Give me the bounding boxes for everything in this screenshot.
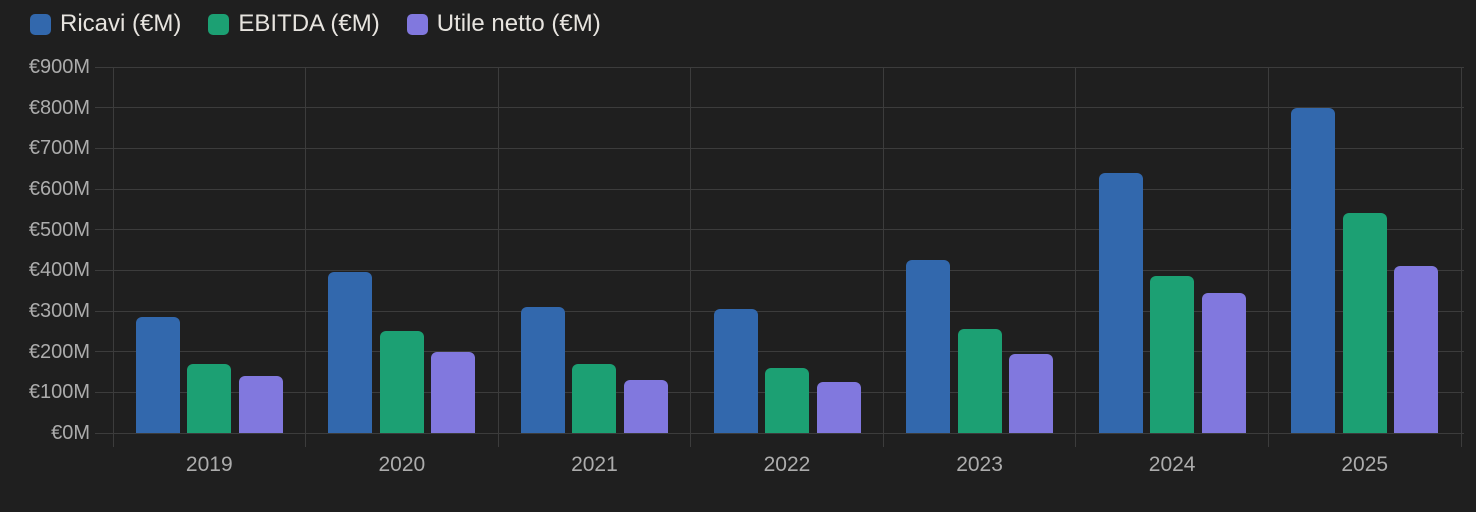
gridline-y-700 (95, 147, 1464, 149)
bar-utile-netto-2024 (1201, 292, 1246, 433)
bar-utile-netto-2021 (623, 380, 668, 433)
legend-swatch-ricavi-icon (30, 13, 51, 35)
y-axis-tick-label: €200M (28, 340, 90, 363)
bar-utile-netto-2022 (816, 382, 861, 433)
x-axis-label-2024: 2024 (1148, 453, 1196, 476)
y-axis-tick-label: €500M (28, 218, 90, 241)
gridline-x (690, 67, 692, 447)
y-axis-tick-label: €900M (28, 56, 90, 78)
gridline-x (497, 67, 499, 447)
x-axis-label-2022: 2022 (763, 453, 811, 476)
gridline-x (882, 67, 884, 447)
x-axis-label-2019: 2019 (185, 453, 233, 476)
y-axis-tick-label: €0M (51, 422, 90, 444)
legend-item-ebitda[interactable]: EBITDA (€M) (208, 10, 380, 38)
legend-swatch-utile-netto-icon (406, 13, 428, 35)
bar-ricavi-2020 (328, 272, 373, 433)
legend-label: Utile netto (€M) (436, 10, 601, 37)
bar-ebitda-2023 (957, 329, 1002, 433)
legend: Ricavi (€M) EBITDA (€M) Utile netto (€M) (30, 10, 601, 38)
legend-item-utile-netto[interactable]: Utile netto (€M) (406, 10, 601, 38)
x-axis-label-2021: 2021 (571, 453, 618, 476)
bar-ricavi-2019 (135, 317, 180, 433)
bar-ricavi-2024 (1098, 172, 1143, 433)
gridline-y-400 (95, 269, 1464, 271)
gridline-y-500 (95, 229, 1464, 231)
bar-ricavi-2025 (1291, 107, 1336, 433)
legend-item-ricavi[interactable]: Ricavi (€M) (30, 10, 181, 38)
bar-ebitda-2021 (572, 363, 617, 433)
x-axis-label-2023: 2023 (956, 453, 1003, 476)
bar-utile-netto-2019 (238, 376, 283, 433)
gridline-y-200 (95, 351, 1464, 353)
bar-ebitda-2025 (1342, 213, 1387, 433)
y-axis-tick-label: €800M (28, 96, 90, 119)
gridline-x (112, 67, 114, 447)
bar-ricavi-2022 (713, 308, 758, 433)
y-axis-tick-label: €300M (28, 300, 90, 322)
bar-ricavi-2023 (906, 260, 951, 433)
gridline-y-900 (95, 66, 1464, 68)
gridline-x (1460, 67, 1462, 447)
gridline-x (305, 67, 307, 447)
y-axis-tick-label: €600M (28, 178, 90, 200)
bar-utile-netto-2025 (1394, 266, 1439, 433)
bar-utile-netto-2023 (1009, 353, 1054, 433)
x-axis-label-2025: 2025 (1341, 453, 1389, 476)
bar-ebitda-2024 (1150, 276, 1195, 433)
legend-label: EBITDA (€M) (238, 10, 380, 37)
bar-ebitda-2022 (765, 367, 809, 433)
gridline-x (1075, 67, 1077, 447)
gridline-y-800 (95, 107, 1464, 109)
x-axis-label-2020: 2020 (378, 453, 426, 476)
y-axis-tick-label: €700M (28, 137, 90, 160)
gridline-x (1267, 67, 1269, 447)
bar-ebitda-2020 (379, 331, 424, 433)
gridline-y-300 (95, 310, 1464, 312)
gridline-y-0 (95, 432, 1464, 434)
y-axis-tick-label: €100M (28, 381, 90, 404)
legend-label: Ricavi (€M) (60, 10, 182, 37)
legend-swatch-ebitda-icon (208, 13, 230, 35)
gridline-y-600 (95, 188, 1464, 190)
bar-ebitda-2019 (187, 363, 232, 433)
bar-utile-netto-2020 (431, 351, 476, 433)
y-axis-tick-label: €400M (28, 259, 90, 282)
bar-ricavi-2021 (520, 306, 565, 433)
